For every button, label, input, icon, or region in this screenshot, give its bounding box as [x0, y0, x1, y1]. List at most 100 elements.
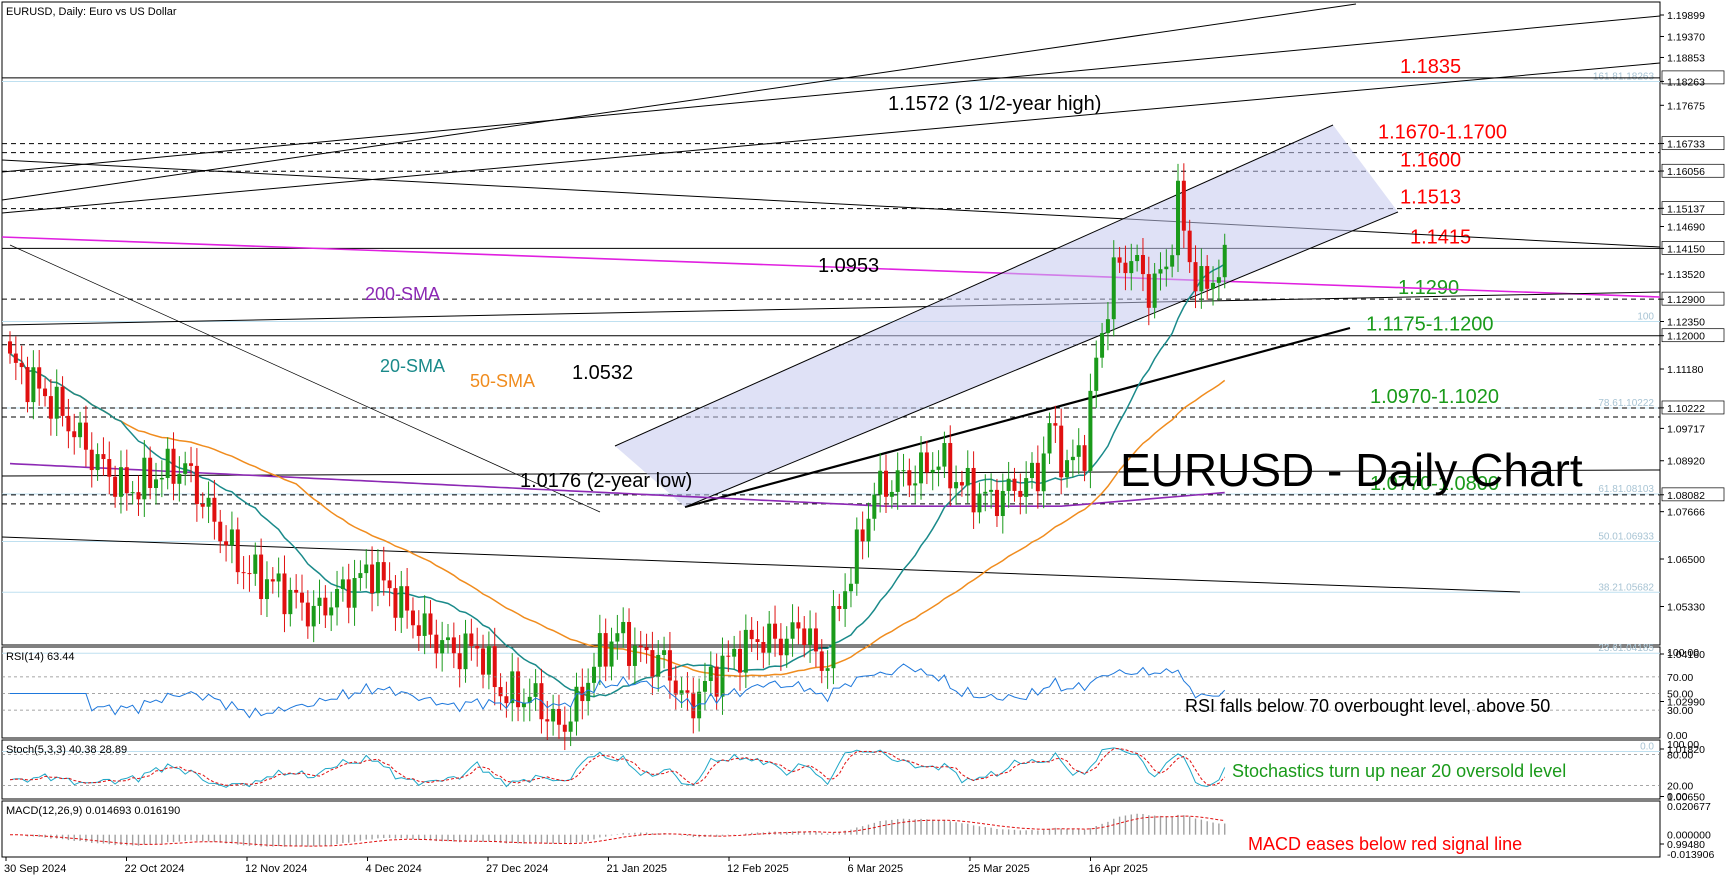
candle-body	[264, 579, 269, 600]
candle-body	[113, 476, 118, 497]
candle-body	[632, 645, 637, 666]
candle-body	[218, 521, 223, 542]
macd-signal-line	[10, 815, 1225, 847]
candle-body	[118, 467, 123, 497]
candle-body	[971, 467, 976, 513]
macd-note: MACD eases below red signal line	[1248, 834, 1522, 854]
stoch-note: Stochastics turn up near 20 oversold lev…	[1232, 761, 1566, 781]
candle-body	[854, 529, 859, 584]
candle-body	[761, 642, 766, 653]
candle-body	[884, 470, 888, 497]
price-tick-label: 1.16733	[1667, 139, 1705, 151]
candle-body	[843, 591, 848, 609]
candle-body	[154, 479, 158, 489]
macd-pane: 0.020677 0.000000 -0.013906	[10, 801, 1714, 861]
candle-body	[136, 492, 141, 500]
price-tick-label: 1.04160	[1667, 649, 1705, 661]
candle-body	[708, 666, 713, 681]
trend-line	[1, 15, 1661, 173]
time-tick-label: 22 Oct 2024	[125, 863, 185, 875]
candle-body	[936, 466, 941, 470]
candle-body	[1117, 257, 1122, 263]
level-label: 1.1835	[1400, 56, 1461, 78]
candle-body	[1105, 319, 1110, 334]
level-label: 1.1670-1.1700	[1378, 122, 1507, 144]
stoch-tick-label: 100.00	[1667, 739, 1699, 751]
candle-body	[726, 655, 731, 657]
candle-body	[1006, 478, 1011, 491]
candlesticks	[8, 163, 1227, 751]
candle-body	[1187, 230, 1192, 263]
level-label: 1.0970-1.1020	[1370, 386, 1499, 408]
candle-body	[142, 457, 147, 500]
candle-body	[410, 610, 415, 626]
annotation-label: 1.0532	[572, 362, 633, 384]
candle-body	[83, 422, 88, 450]
candle-body	[977, 493, 982, 513]
trend-line	[1, 159, 1661, 248]
candle-body	[317, 597, 322, 606]
candle-body	[948, 443, 953, 489]
price-tick-label: 1.06500	[1667, 554, 1705, 566]
level-label: 1.1600	[1400, 149, 1461, 171]
candle-body	[527, 696, 532, 703]
macd-tick-label: -0.013906	[1667, 849, 1714, 861]
candle-body	[1035, 462, 1040, 492]
candle-body	[1082, 445, 1087, 471]
candle-body	[1211, 282, 1216, 289]
candle-body	[206, 497, 211, 507]
candle-body	[965, 467, 970, 486]
candle-body	[428, 613, 433, 635]
candle-body	[95, 454, 100, 471]
candle-body	[189, 463, 194, 466]
price-tick-label: 1.09717	[1667, 423, 1705, 435]
candle-body	[288, 589, 293, 615]
candle-body	[1164, 266, 1169, 270]
candle-body	[1053, 423, 1058, 426]
candle-body	[212, 497, 217, 522]
candle-body	[375, 562, 380, 594]
stoch-pane-frame	[1, 739, 1661, 800]
trend-line	[1, 62, 1661, 214]
candle-body	[592, 666, 596, 683]
candle-body	[171, 448, 176, 484]
candle-body	[259, 554, 264, 600]
fib-level-label: 38.21.05682	[1598, 582, 1654, 593]
rsi-tick-label: 70.00	[1667, 672, 1693, 684]
price-tick-label: 1.01820	[1667, 744, 1705, 756]
time-tick-label: 12 Feb 2025	[727, 863, 789, 875]
candle-body	[107, 459, 112, 477]
candle-body	[1065, 460, 1070, 478]
candle-body	[422, 613, 427, 636]
stoch-tick-label: 80.00	[1667, 749, 1693, 761]
candle-body	[165, 448, 170, 478]
candle-body	[241, 572, 246, 574]
price-tick-label: 1.13520	[1667, 269, 1705, 281]
trend-line	[684, 326, 1351, 509]
price-tick-label: 1.02990	[1667, 697, 1705, 709]
candle-body	[498, 687, 503, 697]
candle-body	[848, 583, 853, 592]
candle-body	[393, 588, 398, 618]
candle-body	[586, 682, 591, 702]
candle-body	[872, 494, 877, 519]
candle-body	[545, 719, 550, 722]
candle-body	[451, 637, 456, 654]
candle-body	[895, 470, 900, 492]
candle-body	[574, 686, 579, 722]
level-price-box	[1661, 70, 1725, 85]
candle-body	[224, 541, 229, 546]
price-tick-label: 1.12350	[1667, 316, 1705, 328]
downtrend-line	[9, 244, 601, 513]
price-tick-label: 1.19899	[1667, 10, 1705, 22]
sma-20-line	[9, 263, 1226, 698]
level-label: 1.1513	[1400, 187, 1461, 209]
candle-body	[819, 651, 824, 671]
candle-body	[825, 668, 830, 671]
price-tick-label: 1.18263	[1667, 76, 1705, 88]
candle-body	[615, 633, 620, 642]
candle-body	[54, 386, 59, 419]
candle-body	[481, 648, 486, 675]
candle-body	[556, 708, 561, 725]
